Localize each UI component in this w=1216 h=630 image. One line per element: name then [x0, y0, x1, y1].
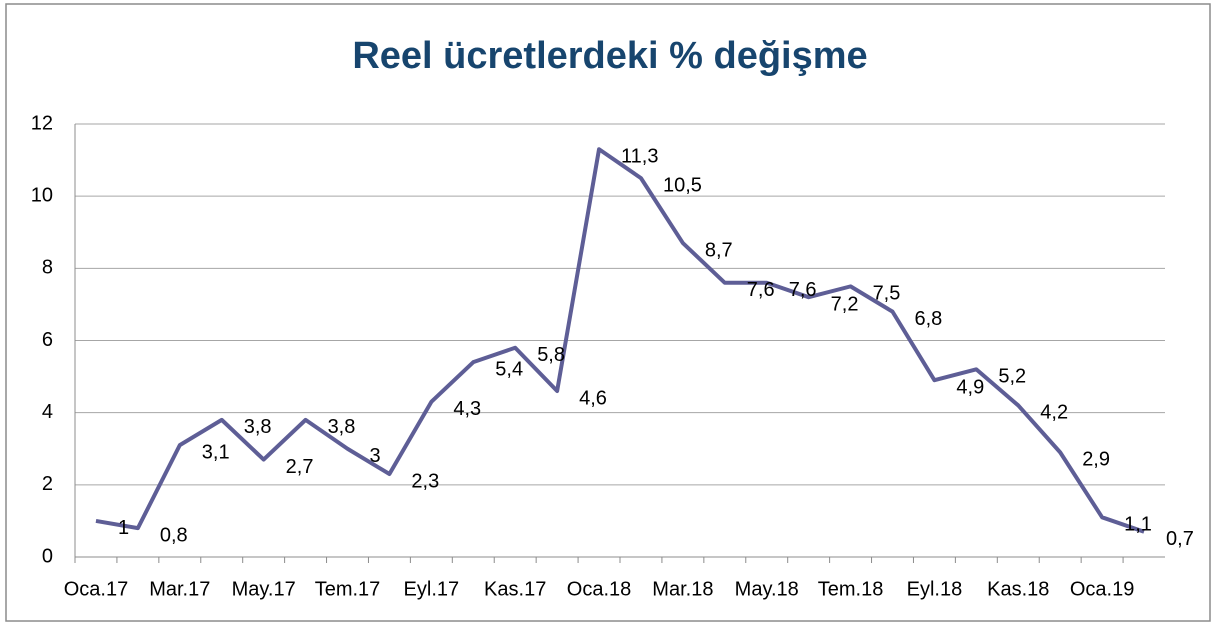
x-tick-label: Tem.17: [315, 578, 381, 600]
x-tick-label: Oca.18: [567, 578, 631, 600]
x-tick-label: May.18: [735, 578, 799, 600]
data-label: 7,2: [831, 293, 859, 315]
x-tick-label: Eyl.17: [404, 578, 460, 600]
data-label: 4,3: [453, 398, 481, 420]
x-tick-label: Mar.18: [652, 578, 713, 600]
data-label: 7,6: [789, 279, 817, 301]
data-label: 4,2: [1040, 402, 1068, 424]
x-tick-label: Mar.17: [149, 578, 210, 600]
data-label: 0,7: [1166, 528, 1194, 550]
x-tick-label: Kas.17: [484, 578, 546, 600]
x-tick-label: May.17: [232, 578, 296, 600]
y-tick-label: 2: [42, 473, 53, 495]
data-label: 2,3: [411, 470, 439, 492]
data-label: 3,8: [328, 416, 356, 438]
x-tick-label: Oca.19: [1070, 578, 1134, 600]
data-label: 3,8: [244, 416, 272, 438]
data-label: 10,5: [663, 174, 702, 196]
data-label: 3,1: [202, 441, 230, 463]
data-label: 11,3: [621, 146, 658, 168]
data-label: 8,7: [705, 239, 733, 261]
data-label: 4,6: [579, 387, 607, 409]
y-tick-label: 0: [42, 545, 53, 567]
y-tick-label: 4: [42, 401, 53, 423]
chart-border: [5, 3, 1211, 622]
y-tick-label: 6: [42, 329, 53, 351]
y-tick-label: 12: [31, 112, 53, 134]
x-tick-label: Oca.17: [64, 578, 128, 600]
data-label: 5,2: [998, 366, 1026, 388]
data-label: 2,9: [1082, 449, 1110, 471]
data-label: 2,7: [286, 456, 314, 478]
data-label: 5,4: [495, 358, 523, 380]
data-line: [95, 147, 1145, 534]
data-label: 5,8: [537, 344, 565, 366]
x-tick-label: Kas.18: [987, 578, 1049, 600]
data-label: 7,5: [873, 283, 901, 305]
data-label: 7,6: [747, 279, 775, 301]
data-label: 4,9: [956, 376, 984, 398]
data-label: 6,8: [915, 308, 943, 330]
chart-title: Reel ücretlerdeki % değişme: [352, 35, 867, 77]
x-tick-label: Eyl.18: [907, 578, 963, 600]
x-tick-label: Tem.18: [818, 578, 884, 600]
y-tick-label: 8: [42, 257, 53, 279]
data-label: 3: [370, 445, 381, 467]
data-label: 0,8: [160, 524, 188, 546]
data-label: 1: [118, 517, 129, 539]
y-tick-label: 10: [31, 184, 53, 206]
data-label: 1,1: [1124, 514, 1152, 536]
